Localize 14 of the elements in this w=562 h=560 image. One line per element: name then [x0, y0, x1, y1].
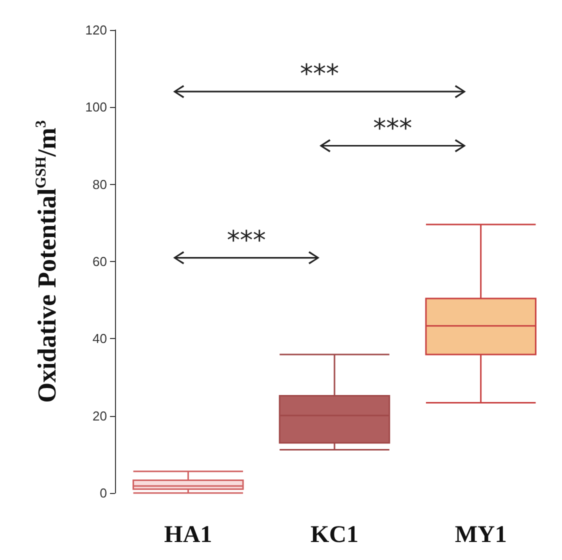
y-tick-label: 40: [92, 331, 107, 346]
annotation: ***: [226, 226, 266, 256]
y-tick-label: 20: [92, 408, 107, 424]
x-tick-label: MY1: [454, 522, 507, 548]
annotation: ***: [300, 60, 339, 90]
y-axis-title: Oxidative PotentialGSH/m3: [32, 120, 62, 403]
y-tick-label: 0: [100, 486, 107, 500]
x-tick-label: KC1: [310, 522, 358, 548]
y-tick-label: 100: [85, 100, 107, 115]
y-tick-label: 80: [92, 176, 107, 192]
y-tick-label: 120: [85, 22, 107, 38]
y-tick-label: 60: [92, 254, 107, 269]
annotation: ***: [373, 114, 412, 144]
x-tick-label: HA1: [164, 522, 212, 548]
